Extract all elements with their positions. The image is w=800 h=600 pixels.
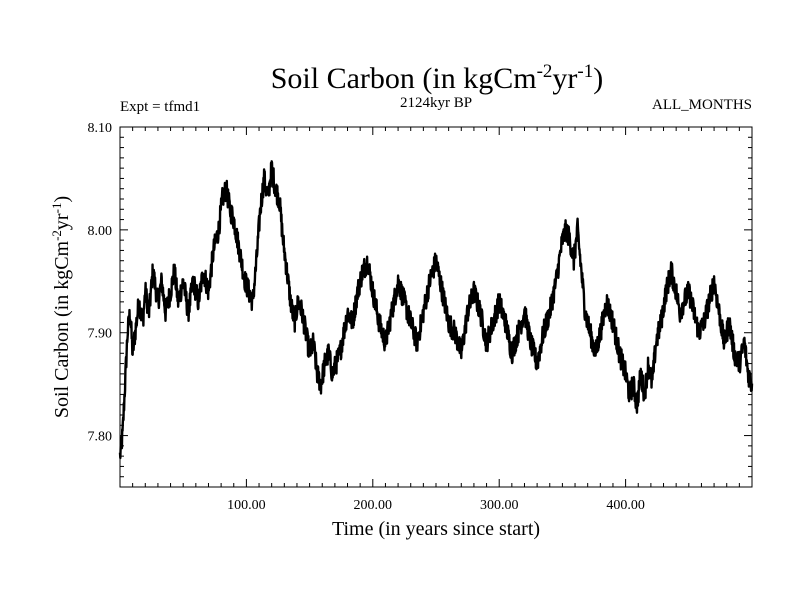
y-tick-label: 7.90 [88, 327, 113, 342]
minor-ticks [120, 127, 752, 487]
x-axis-label: Time (in years since start) [332, 518, 540, 540]
series-line-soil-carbon [118, 160, 754, 460]
plot-frame [119, 126, 753, 488]
y-tick-label: 8.00 [88, 224, 113, 239]
y-tick-label: 7.80 [88, 430, 113, 445]
x-tick-label: 300.00 [480, 498, 519, 513]
months-label: ALL_MONTHS [652, 97, 752, 113]
x-axis-ticks: 100.00 200.00 300.00 400.00 [227, 127, 645, 513]
experiment-label: Expt = tfmd1 [120, 99, 200, 115]
x-tick-label: 400.00 [606, 498, 645, 513]
period-label: 2124kyr BP [400, 95, 472, 111]
y-axis-ticks: 7.80 7.90 8.00 8.10 [88, 121, 752, 445]
x-tick-label: 100.00 [227, 498, 266, 513]
y-tick-label: 8.10 [88, 121, 113, 136]
y-axis-label: Soil Carbon (in kgCm-2yr-1) [49, 196, 73, 418]
chart-title: Soil Carbon (in kgCm-2yr-1) [271, 61, 604, 95]
x-tick-label: 200.00 [354, 498, 393, 513]
